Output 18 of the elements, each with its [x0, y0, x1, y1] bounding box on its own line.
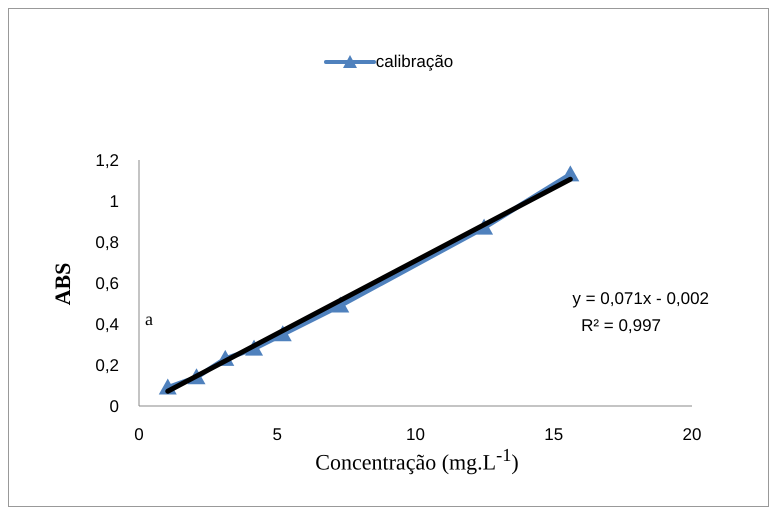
y-tick-label: 0,2 [95, 356, 119, 376]
y-axis-title: ABS [50, 262, 76, 308]
y-tick-label: 0,8 [95, 233, 119, 252]
y-tick-label: 1 [110, 192, 119, 212]
x-tick-label: 20 [682, 425, 702, 444]
annotation: R² = 0,997 [580, 316, 661, 336]
x-tick-label: 0 [134, 425, 144, 444]
y-tick-label: 0,4 [95, 315, 119, 334]
x-axis-title: Concentração (mg.L$^{-1}$) [314, 445, 520, 476]
y-tick-label: 1,2 [95, 151, 119, 170]
x-tick-label: 5 [272, 425, 282, 444]
x-tick-label: 15 [544, 425, 564, 444]
x-tick-label: 10 [406, 425, 425, 444]
legend-label: calibração [376, 52, 454, 72]
annotation: a [145, 309, 153, 330]
y-tick-label: 0 [110, 397, 119, 416]
annotation: y = 0,071x - 0,002 [571, 289, 709, 309]
y-tick-label: 0,6 [95, 274, 119, 294]
